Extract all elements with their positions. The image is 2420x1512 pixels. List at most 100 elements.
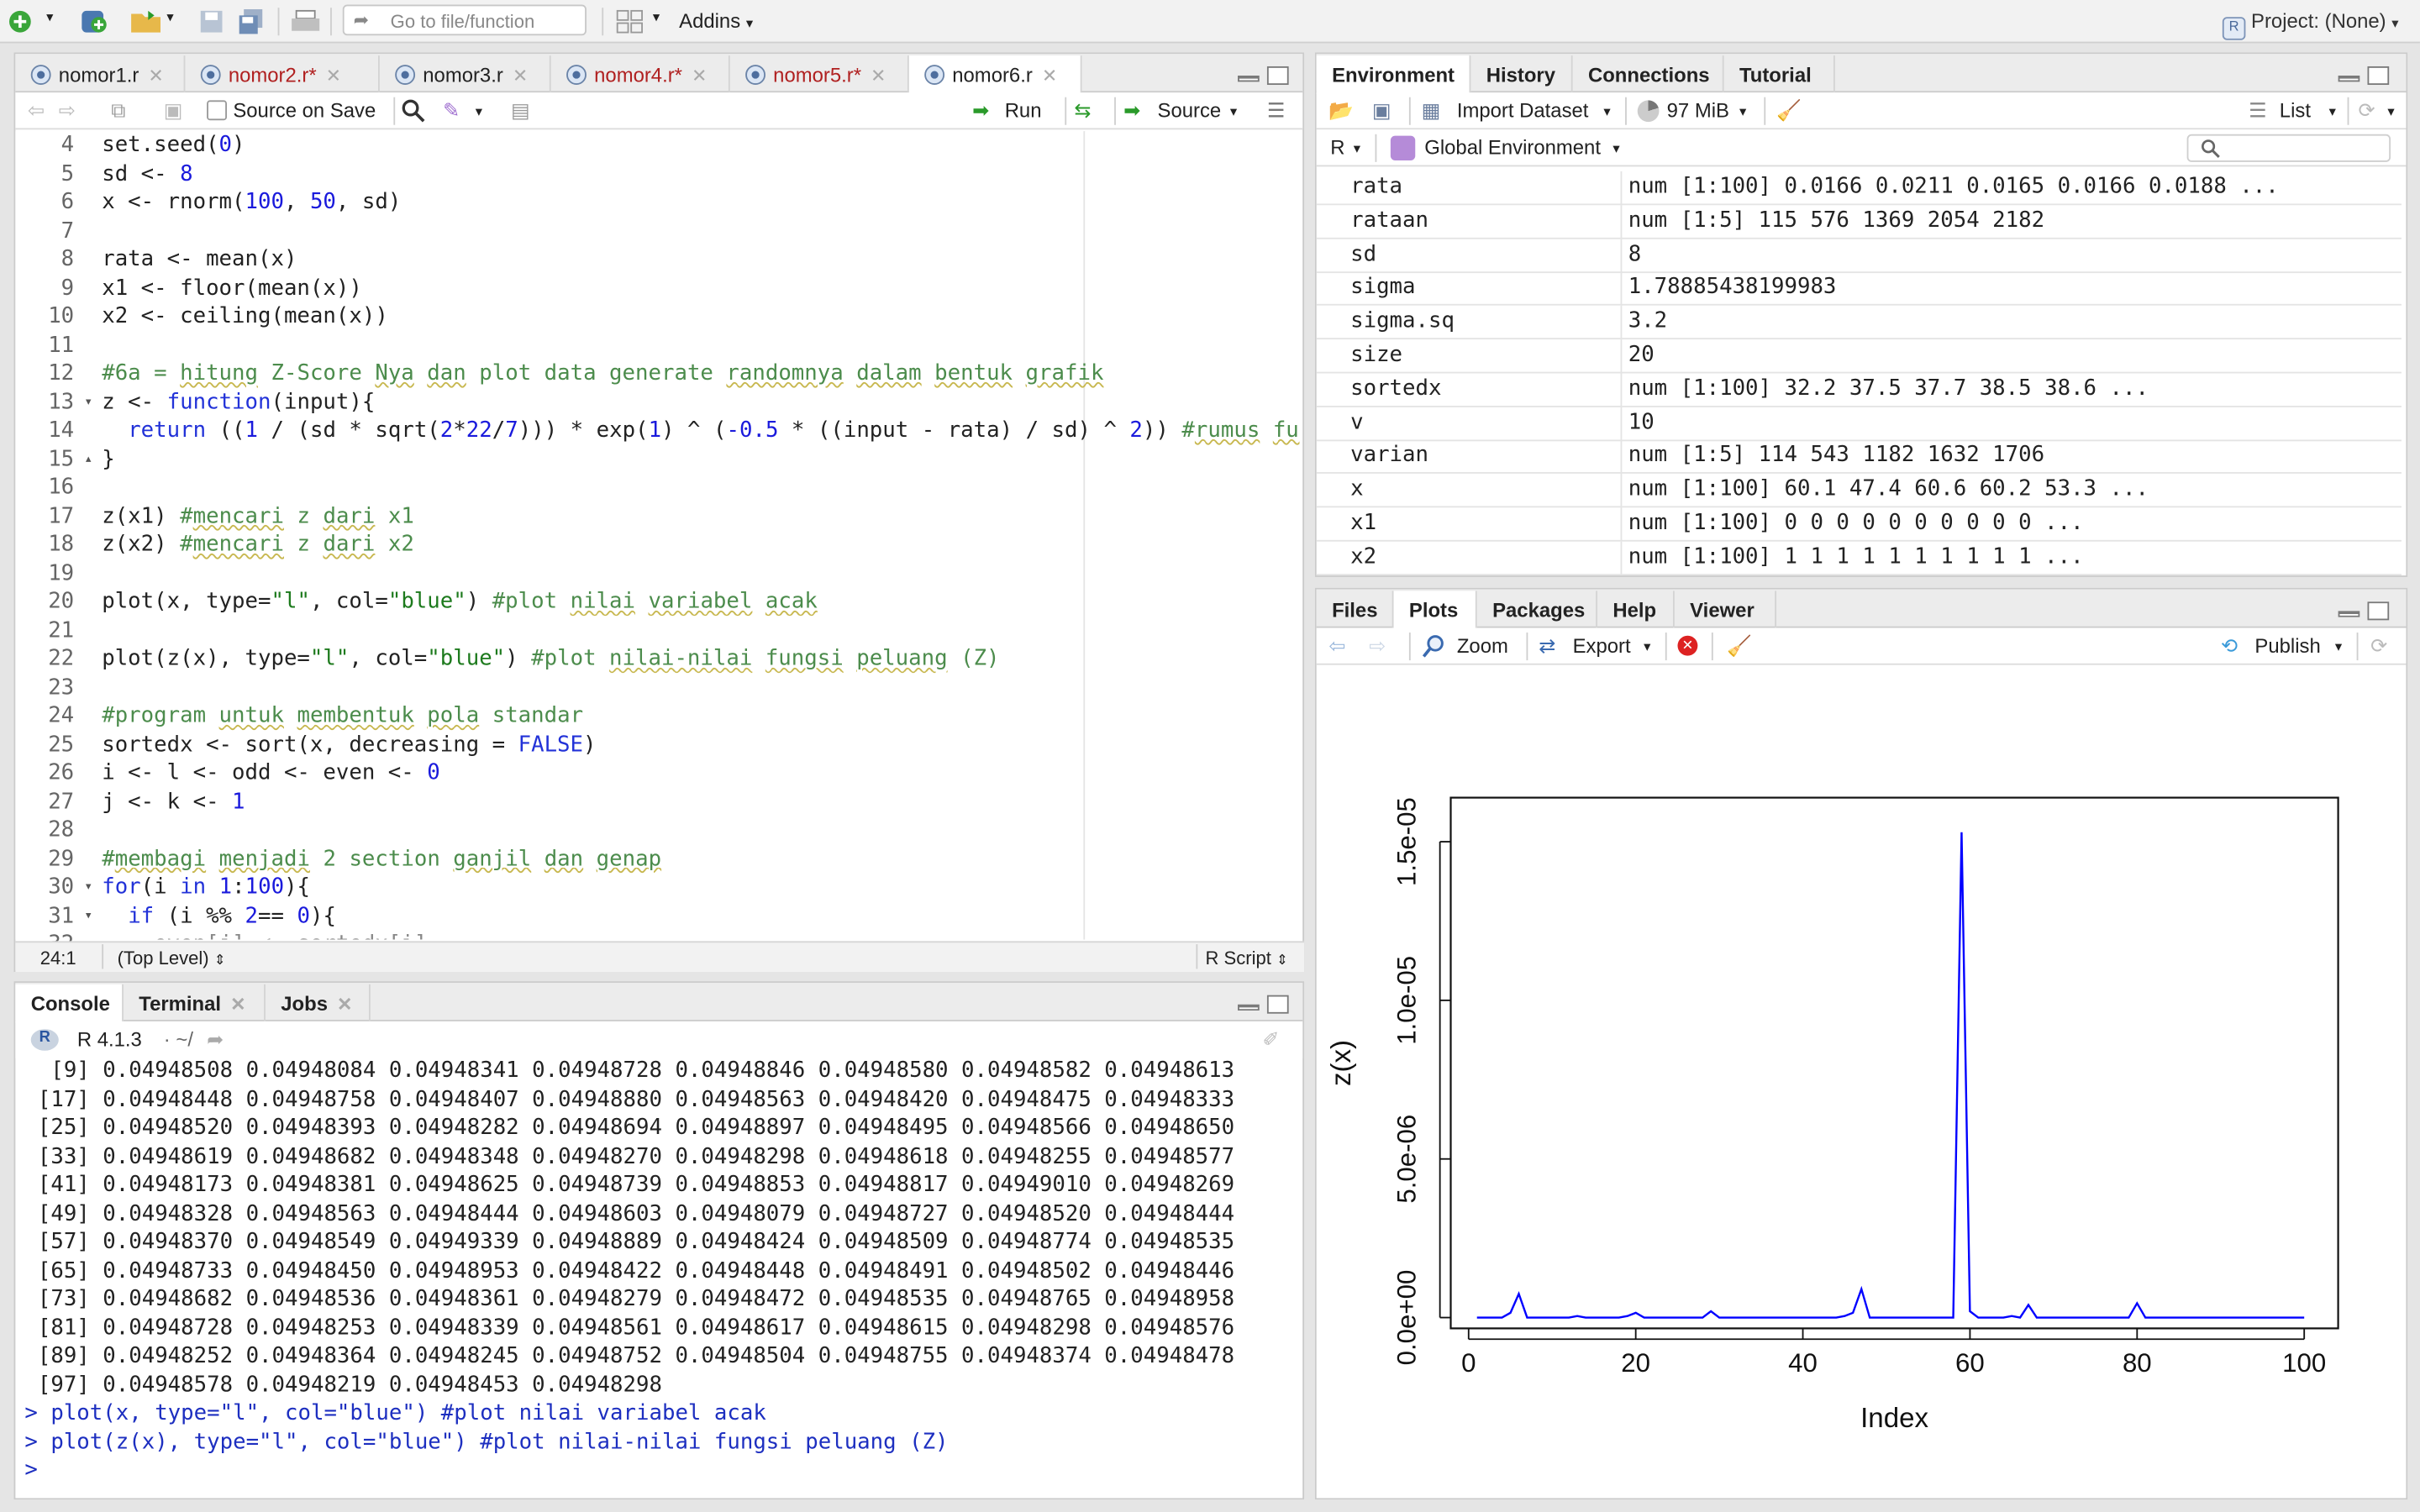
tab-viewer[interactable]: Viewer	[1675, 591, 1777, 628]
new-project-icon[interactable]	[77, 8, 111, 35]
chevron-down-icon[interactable]: ▾	[1739, 103, 1747, 119]
close-icon[interactable]: ✕	[148, 65, 164, 87]
chevron-down-icon[interactable]: ▾	[1229, 103, 1238, 119]
chevron-down-icon[interactable]: ▾	[1353, 140, 1361, 156]
chevron-down-icon[interactable]: ▾	[652, 9, 660, 25]
back-arrow-icon[interactable]: ⇦	[28, 98, 45, 123]
tab-nomor4[interactable]: nomor4.r* ✕	[551, 55, 730, 93]
chevron-down-icon[interactable]: ▾	[166, 9, 174, 25]
tab-environment[interactable]: Environment	[1316, 55, 1471, 95]
environment-search-input[interactable]	[2186, 134, 2391, 162]
close-icon[interactable]: ✕	[871, 65, 886, 87]
source-button[interactable]: Source	[1157, 98, 1222, 123]
go-to-file-input[interactable]: Go to file/function	[342, 4, 587, 36]
chevron-down-icon[interactable]: ▾	[1603, 103, 1611, 119]
chevron-down-icon[interactable]: ▾	[475, 103, 483, 119]
tab-console[interactable]: Console	[15, 984, 124, 1023]
chevron-down-icon[interactable]: ▾	[2334, 638, 2343, 654]
code-editor[interactable]: set.seed(0) sd <- 8 x <- rnorm(100, 50, …	[102, 131, 1299, 940]
chevron-down-icon[interactable]: ▾	[2387, 103, 2395, 119]
tab-connections[interactable]: Connections	[1573, 55, 1724, 93]
environment-row[interactable]: rataan num [1:5] 115 576 1369 2054 2182	[1316, 204, 2402, 239]
tab-plots[interactable]: Plots	[1393, 591, 1477, 630]
rerun-icon[interactable]: ⇆	[1074, 98, 1092, 123]
close-icon[interactable]: ✕	[337, 993, 353, 1016]
scope-selector[interactable]: (Top Level) ⇕	[118, 948, 226, 969]
search-icon[interactable]	[402, 99, 426, 123]
remove-plot-icon[interactable]: ✕	[1677, 635, 1698, 656]
environment-row[interactable]: rata num [1:100] 0.0166 0.0211 0.0165 0.0…	[1316, 171, 2402, 206]
chevron-down-icon[interactable]: ▾	[1612, 140, 1620, 156]
environment-row[interactable]: x1 num [1:100] 0 0 0 0 0 0 0 0 0 0 ...	[1316, 507, 2402, 542]
save-all-icon[interactable]	[238, 8, 266, 35]
refresh-icon[interactable]: ⟳	[2358, 98, 2375, 123]
magic-wand-icon[interactable]: ✎	[443, 98, 460, 123]
close-icon[interactable]: ✕	[230, 993, 246, 1016]
import-dataset-button[interactable]: Import Dataset	[1456, 98, 1589, 123]
addins-menu[interactable]: Addins ▾	[679, 9, 753, 33]
environment-scope-selector[interactable]: Global Environment	[1424, 135, 1601, 160]
close-icon[interactable]: ✕	[691, 65, 708, 87]
outline-icon[interactable]: ☰	[1266, 98, 1286, 123]
broom-icon[interactable]: 🧹	[1776, 98, 1802, 123]
zoom-button[interactable]: Zoom	[1456, 633, 1508, 658]
tab-nomor2[interactable]: nomor2.r* ✕	[185, 55, 380, 93]
tab-tutorial[interactable]: Tutorial	[1724, 55, 1835, 93]
tab-help[interactable]: Help	[1597, 591, 1675, 628]
chevron-down-icon[interactable]: ▾	[46, 9, 54, 25]
new-file-icon[interactable]	[6, 8, 34, 35]
tab-jobs[interactable]: Jobs ✕	[266, 984, 371, 1021]
maximize-pane-icon[interactable]	[2367, 601, 2390, 621]
file-type-selector[interactable]: R Script ⇕	[1205, 948, 1287, 969]
environment-row[interactable]: varian num [1:5] 114 543 1182 1632 1706	[1316, 440, 2402, 475]
maximize-pane-icon[interactable]	[2367, 66, 2390, 86]
fold-arrow-icon[interactable]: ▴	[84, 451, 93, 467]
clear-console-icon[interactable]: ✐	[1262, 1027, 1280, 1051]
environment-row[interactable]: v 10	[1316, 407, 2402, 441]
previous-plot-icon[interactable]: ⇦	[1328, 633, 1346, 658]
tab-nomor6[interactable]: nomor6.r ✕	[908, 55, 1082, 95]
minimize-pane-icon[interactable]	[1238, 1004, 1260, 1011]
environment-row[interactable]: sortedx num [1:100] 32.2 37.5 37.7 38.5 3…	[1316, 373, 2402, 407]
console-input[interactable]: >	[24, 1457, 51, 1483]
maximize-pane-icon[interactable]	[1266, 66, 1289, 86]
environment-row[interactable]: size 20	[1316, 339, 2402, 374]
project-menu[interactable]: R Project: (None) ▾	[2222, 9, 2399, 40]
tab-nomor1[interactable]: nomor1.r ✕	[15, 55, 186, 93]
tab-packages[interactable]: Packages	[1477, 591, 1597, 628]
load-workspace-icon[interactable]: 📂	[1328, 98, 1355, 123]
console-output[interactable]: [9] 0.04948508 0.04948084 0.04948341 0.0…	[24, 1057, 1299, 1495]
environment-row[interactable]: sd 8	[1316, 238, 2402, 273]
minimize-pane-icon[interactable]	[2338, 611, 2360, 617]
save-workspace-icon[interactable]: ▣	[1371, 98, 1392, 123]
go-to-directory-icon[interactable]: ➦	[207, 1027, 224, 1051]
show-in-window-icon[interactable]: ⧉	[111, 98, 126, 123]
close-icon[interactable]: ✕	[512, 65, 529, 87]
forward-arrow-icon[interactable]: ⇨	[58, 98, 76, 123]
fold-arrow-icon[interactable]: ▾	[84, 907, 93, 924]
export-button[interactable]: Export	[1572, 633, 1631, 658]
minimize-pane-icon[interactable]	[1238, 75, 1260, 82]
chevron-down-icon[interactable]: ▾	[2328, 103, 2336, 119]
save-icon[interactable]	[197, 8, 225, 35]
source-on-save-checkbox[interactable]	[207, 100, 227, 121]
save-icon[interactable]: ▣	[163, 98, 183, 123]
grid-layout-icon[interactable]	[616, 8, 644, 35]
tab-nomor5[interactable]: nomor5.r* ✕	[730, 55, 909, 93]
view-mode-button[interactable]: List	[2279, 98, 2311, 123]
chevron-down-icon[interactable]: ▾	[1644, 638, 1651, 654]
environment-row[interactable]: sigma.sq 3.2	[1316, 306, 2402, 340]
environment-row[interactable]: x2 num [1:100] 1 1 1 1 1 1 1 1 1 1 ...	[1316, 541, 2402, 575]
environment-row[interactable]: x num [1:100] 60.1 47.4 60.6 60.2 53.3 ..…	[1316, 474, 2402, 508]
run-button[interactable]: Run	[1004, 98, 1042, 123]
tab-history[interactable]: History	[1470, 55, 1573, 93]
memory-usage-button[interactable]: 97 MiB	[1666, 98, 1729, 123]
maximize-pane-icon[interactable]	[1266, 995, 1289, 1014]
fold-arrow-icon[interactable]: ▾	[84, 879, 93, 895]
working-directory[interactable]: ~/	[176, 1027, 193, 1051]
language-selector[interactable]: R	[1330, 135, 1345, 160]
open-folder-icon[interactable]	[129, 8, 163, 35]
compile-report-icon[interactable]: ▤	[510, 98, 530, 123]
tab-files[interactable]: Files	[1317, 591, 1394, 628]
publish-button[interactable]: Publish	[2254, 633, 2321, 658]
